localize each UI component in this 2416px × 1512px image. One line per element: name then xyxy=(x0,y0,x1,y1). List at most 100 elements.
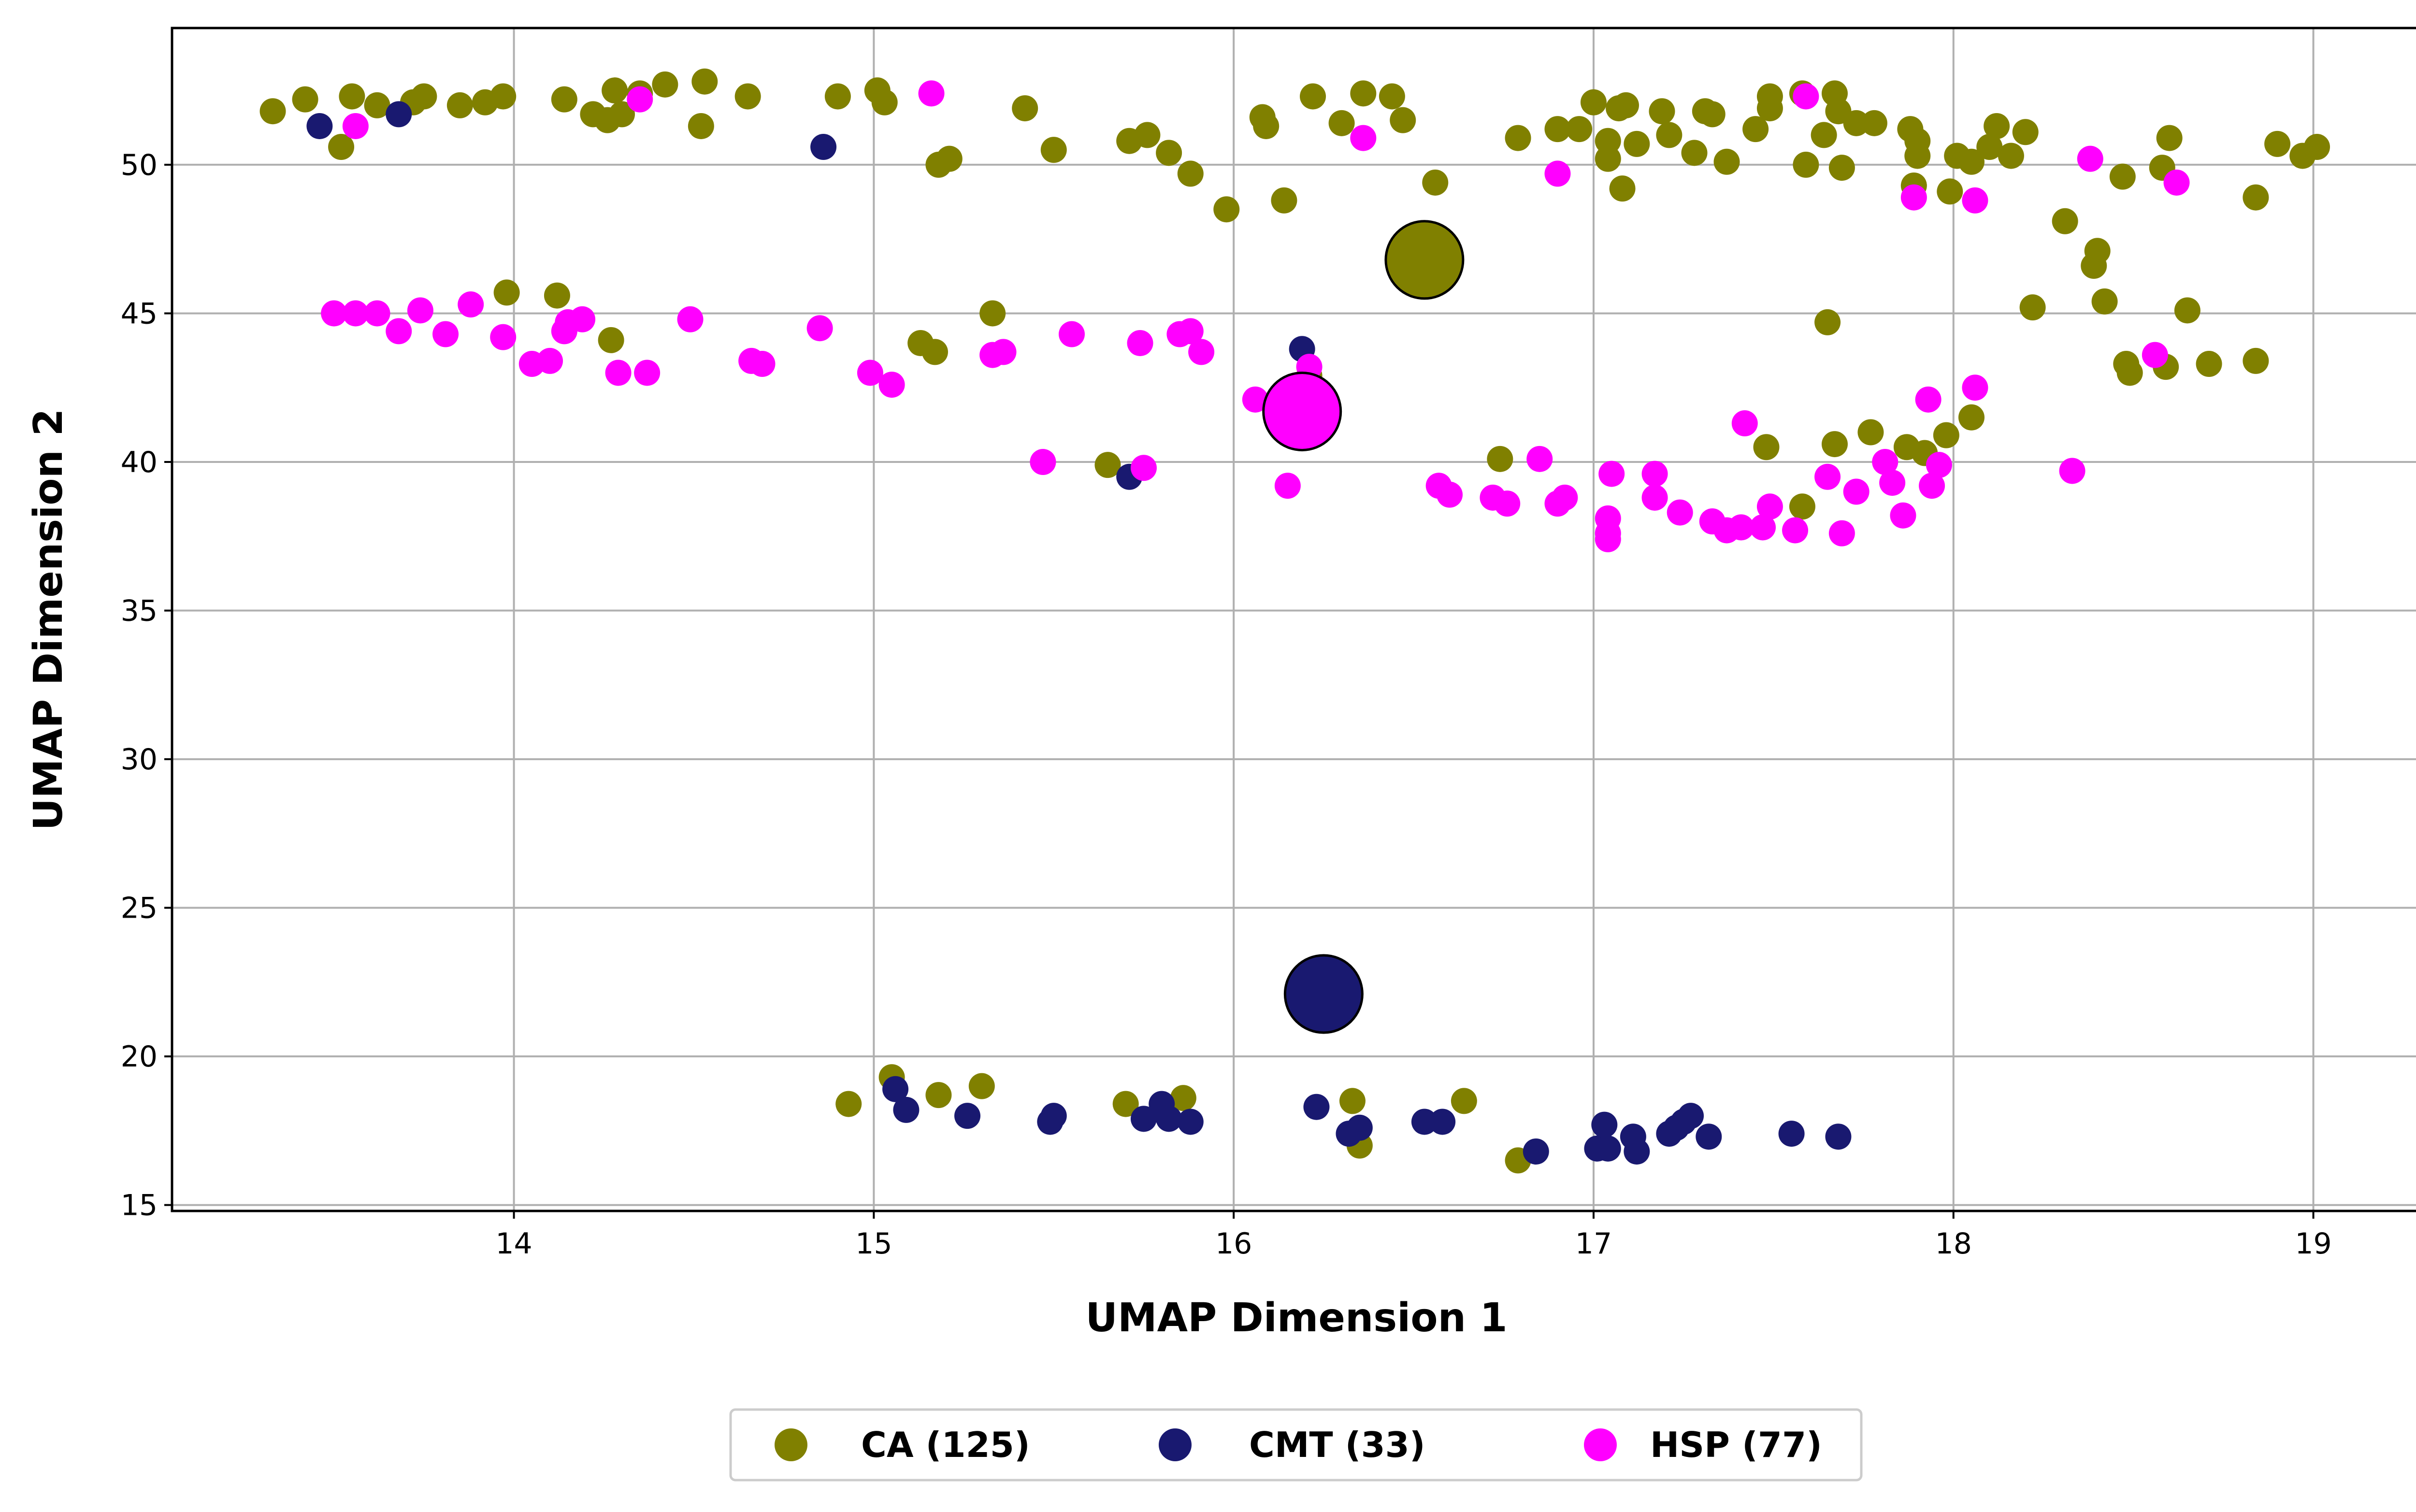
data-point xyxy=(824,83,851,110)
data-point xyxy=(893,1096,920,1123)
data-point xyxy=(1350,80,1377,107)
data-point xyxy=(1253,113,1280,139)
data-point xyxy=(734,83,761,110)
data-point xyxy=(677,306,704,332)
data-point xyxy=(810,134,837,160)
data-point xyxy=(1390,107,1416,133)
data-point xyxy=(1134,122,1161,148)
data-point xyxy=(1998,143,2024,169)
data-point xyxy=(1793,83,1819,110)
data-point xyxy=(1753,434,1780,461)
legend-marker xyxy=(775,1428,807,1461)
y-tick-label: 40 xyxy=(121,446,158,479)
data-point xyxy=(306,113,333,139)
data-point xyxy=(1274,473,1301,499)
data-point xyxy=(1494,490,1521,517)
data-point xyxy=(691,68,718,95)
data-point xyxy=(921,339,948,365)
data-point xyxy=(386,101,412,128)
grid-lines xyxy=(172,28,2416,1211)
data-point xyxy=(490,83,517,110)
data-point xyxy=(2109,163,2136,190)
data-point xyxy=(537,347,563,374)
data-point xyxy=(1598,461,1625,487)
data-point xyxy=(321,300,347,327)
data-point xyxy=(1591,1111,1618,1138)
data-point xyxy=(1962,374,1988,401)
data-point xyxy=(602,77,628,104)
data-point xyxy=(598,327,624,353)
data-point xyxy=(990,339,1017,365)
data-point xyxy=(1624,130,1650,157)
data-point xyxy=(605,360,632,386)
data-point xyxy=(1933,422,1959,448)
data-point xyxy=(1782,517,1809,544)
data-point xyxy=(1756,493,1783,520)
data-point xyxy=(1379,83,1405,110)
data-point xyxy=(1825,1123,1852,1150)
data-point xyxy=(1130,455,1157,481)
data-point xyxy=(1814,463,1841,490)
x-tick-label: 16 xyxy=(1215,1227,1252,1261)
x-tick-label: 14 xyxy=(495,1227,532,1261)
centroid-marker xyxy=(1283,954,1364,1034)
data-point xyxy=(1699,101,1726,128)
data-point xyxy=(411,83,437,110)
data-point xyxy=(1828,155,1855,181)
data-point xyxy=(1544,116,1571,143)
data-point xyxy=(1300,83,1326,110)
data-point xyxy=(871,89,898,115)
data-point xyxy=(1958,148,1985,175)
data-point xyxy=(634,360,661,386)
data-point xyxy=(1350,125,1377,151)
data-point xyxy=(1962,187,1988,214)
data-point xyxy=(1170,1085,1196,1111)
data-point xyxy=(1012,95,1038,122)
data-point xyxy=(2304,134,2330,160)
data-point xyxy=(1793,151,1819,178)
data-point xyxy=(1328,110,1355,136)
data-point xyxy=(627,86,653,113)
data-point xyxy=(1523,1138,1549,1165)
data-point xyxy=(1422,169,1449,196)
data-point xyxy=(918,80,945,107)
centroid-markers xyxy=(1262,220,1465,1034)
y-tick-label: 45 xyxy=(121,297,158,331)
data-point xyxy=(1487,446,1513,472)
data-point xyxy=(493,279,520,306)
data-point xyxy=(1789,493,1815,520)
data-point xyxy=(1188,339,1215,365)
data-point xyxy=(2091,288,2118,315)
data-point xyxy=(1656,122,1683,148)
legend-label: CMT (33) xyxy=(1249,1425,1425,1465)
data-point xyxy=(1526,446,1553,472)
data-point xyxy=(1976,134,2003,160)
data-point xyxy=(2084,238,2111,264)
data-point xyxy=(1681,140,1708,166)
legend-items: CA (125) CMT (33) HSP (77) xyxy=(775,1425,1822,1465)
data-point xyxy=(1713,148,1740,175)
data-point xyxy=(1437,481,1463,508)
data-point xyxy=(2156,125,2183,151)
data-point xyxy=(1112,1091,1139,1117)
data-point xyxy=(1649,98,1675,125)
y-tick-label: 50 xyxy=(121,148,158,182)
data-point xyxy=(882,1076,909,1102)
data-point xyxy=(1750,514,1776,541)
data-point xyxy=(292,86,318,113)
data-point xyxy=(2077,145,2103,172)
y-tick-label: 35 xyxy=(121,594,158,628)
data-point xyxy=(2243,184,2269,211)
data-point xyxy=(1595,145,1621,172)
legend-marker xyxy=(1584,1428,1617,1461)
data-point xyxy=(1926,452,1952,478)
data-point xyxy=(1919,473,1945,499)
data-point xyxy=(2174,297,2200,324)
data-point xyxy=(1937,178,1963,205)
data-point xyxy=(328,134,355,160)
data-point xyxy=(1904,128,1931,154)
data-point xyxy=(979,300,1006,327)
data-point xyxy=(544,282,570,309)
plot-frame xyxy=(171,27,2416,1212)
